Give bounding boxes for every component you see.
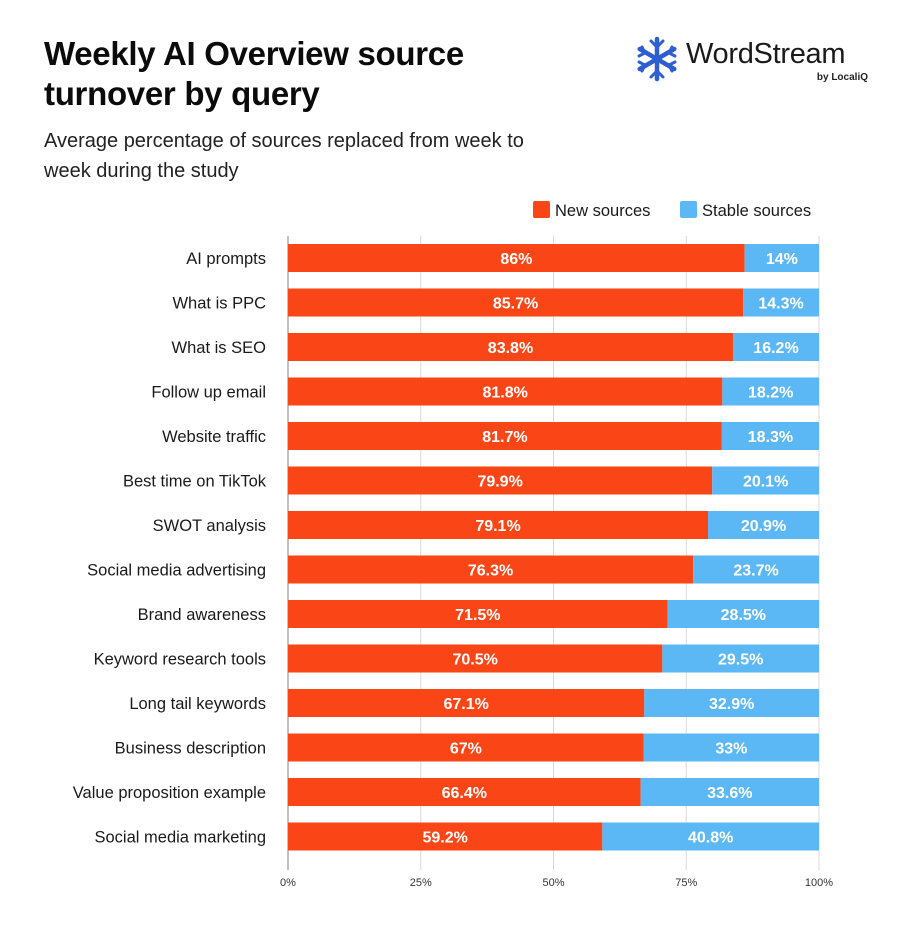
data-label: 67%	[450, 741, 482, 758]
data-label: 32.9%	[709, 696, 754, 713]
bar-segment	[644, 689, 819, 717]
data-label: 16.2%	[753, 340, 798, 357]
bar-segment	[288, 778, 641, 806]
bar-segment	[602, 822, 819, 851]
x-tick-label: 75%	[675, 877, 697, 889]
category-label: Long tail keywords	[129, 695, 266, 713]
data-label: 20.9%	[741, 518, 786, 535]
category-label: SWOT analysis	[153, 517, 266, 535]
data-label: 18.3%	[748, 429, 793, 446]
category-label: What is PPC	[172, 295, 266, 313]
chart-title: Weekly AI Overview source turnover by qu…	[44, 35, 464, 112]
data-label: 18.2%	[748, 385, 793, 402]
bar-segment	[640, 778, 819, 806]
data-label: 79.9%	[477, 474, 522, 491]
data-label: 14.3%	[758, 296, 803, 313]
bar-segment	[288, 466, 713, 495]
bar-segment	[288, 244, 745, 272]
bar-segment	[288, 822, 603, 851]
bar-segment	[288, 422, 722, 450]
data-label: 81.8%	[482, 385, 527, 402]
data-label: 79.1%	[475, 518, 520, 535]
data-label: 86%	[500, 251, 532, 268]
bar-segment	[288, 600, 668, 628]
data-label: 83.8%	[488, 340, 533, 357]
category-label: Follow up email	[151, 384, 266, 402]
chart-subtitle: Average percentage of sources replaced f…	[44, 130, 524, 182]
data-label: 76.3%	[468, 563, 513, 580]
bar-segment	[744, 244, 819, 272]
brand-subtitle: by LocaliQ	[816, 72, 868, 83]
x-tick-label: 0%	[280, 877, 296, 889]
category-label: Keyword research tools	[94, 651, 266, 669]
bar-segment	[693, 555, 819, 584]
data-label: 66.4%	[442, 785, 487, 802]
bar-segment	[667, 600, 819, 628]
data-label: 28.5%	[721, 607, 766, 624]
data-label: 33%	[715, 741, 747, 758]
bar-segment	[643, 733, 819, 762]
data-label: 81.7%	[482, 429, 527, 446]
category-label: Value proposition example	[73, 784, 266, 802]
bar-segment	[712, 466, 819, 495]
legend-label: New sources	[555, 202, 650, 220]
category-label: Business description	[115, 740, 266, 758]
legend-swatch	[680, 201, 697, 218]
brand-name: WordStream	[686, 38, 846, 70]
category-label: AI prompts	[186, 250, 266, 268]
snowflake-logo-icon	[637, 36, 677, 82]
data-label: 20.1%	[743, 474, 788, 491]
category-label: Social media advertising	[87, 562, 266, 580]
brand-logo: WordStream by LocaliQ	[634, 34, 874, 90]
bar-segment	[288, 733, 644, 762]
data-label: 33.6%	[707, 785, 752, 802]
data-label: 85.7%	[493, 296, 538, 313]
bar-segment	[288, 377, 723, 406]
bar-segment	[708, 511, 819, 539]
category-label: Brand awareness	[138, 606, 266, 624]
bar-segment	[743, 288, 819, 317]
x-tick-label: 25%	[410, 877, 432, 889]
category-label: Best time on TikTok	[123, 473, 267, 491]
x-tick-label: 50%	[542, 877, 564, 889]
bar-segment	[288, 689, 645, 717]
bar-segment	[721, 422, 819, 450]
data-label: 67.1%	[443, 696, 488, 713]
bar-segment	[288, 511, 709, 539]
category-label: What is SEO	[172, 339, 267, 357]
category-label: Social media marketing	[95, 829, 267, 847]
data-label: 29.5%	[718, 652, 763, 669]
data-label: 71.5%	[455, 607, 500, 624]
data-label: 59.2%	[422, 830, 467, 847]
bar-segment	[288, 644, 663, 673]
legend-swatch	[533, 201, 550, 218]
data-label: 14%	[766, 251, 798, 268]
bar-segment	[662, 644, 819, 673]
category-label: Website traffic	[162, 428, 266, 446]
data-label: 40.8%	[688, 830, 733, 847]
bar-segment	[288, 333, 733, 361]
x-tick-label: 100%	[805, 877, 833, 889]
bar-segment	[288, 288, 744, 317]
legend-label: Stable sources	[702, 202, 811, 220]
bar-segment	[732, 333, 819, 361]
data-label: 23.7%	[733, 563, 778, 580]
bar-segment	[288, 555, 694, 584]
data-label: 70.5%	[452, 652, 497, 669]
bar-segment	[722, 377, 819, 406]
